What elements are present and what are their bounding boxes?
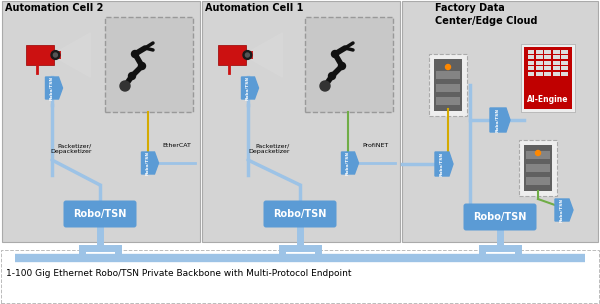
Text: ProfiNET: ProfiNET: [362, 143, 388, 148]
Bar: [436, 97, 460, 105]
Bar: [1, 250, 599, 303]
Bar: [246, 50, 253, 59]
Bar: [544, 66, 551, 70]
Bar: [544, 50, 551, 54]
Bar: [536, 66, 543, 70]
Circle shape: [329, 72, 335, 80]
Bar: [105, 17, 193, 112]
Bar: [526, 164, 550, 172]
Bar: [434, 59, 462, 111]
Bar: [527, 61, 535, 65]
Circle shape: [139, 63, 146, 70]
Bar: [536, 72, 543, 75]
Text: Robo/TSN: Robo/TSN: [73, 209, 127, 219]
Bar: [553, 72, 560, 75]
Polygon shape: [241, 77, 259, 99]
Bar: [519, 140, 557, 196]
Polygon shape: [341, 152, 359, 174]
Bar: [521, 44, 575, 112]
Text: Robo/TSN: Robo/TSN: [246, 76, 250, 100]
FancyBboxPatch shape: [464, 203, 536, 230]
Text: Robo/TSN: Robo/TSN: [440, 152, 444, 176]
Bar: [218, 45, 246, 65]
Bar: [544, 55, 551, 59]
Text: EtherCAT: EtherCAT: [162, 143, 191, 148]
Bar: [402, 1, 598, 242]
Circle shape: [51, 50, 60, 59]
Text: Robo/TSN: Robo/TSN: [50, 76, 54, 100]
FancyBboxPatch shape: [263, 201, 337, 227]
Bar: [526, 151, 550, 159]
Bar: [553, 55, 560, 59]
Bar: [202, 1, 400, 242]
Text: Robo/TSN: Robo/TSN: [496, 108, 500, 132]
Bar: [2, 1, 200, 242]
Bar: [536, 61, 543, 65]
Text: Packetizer/
Depacketizer: Packetizer/ Depacketizer: [248, 143, 290, 154]
Circle shape: [338, 63, 346, 70]
Text: 1-100 Gig Ethernet Robo/TSN Private Backbone with Multi-Protocol Endpoint: 1-100 Gig Ethernet Robo/TSN Private Back…: [6, 270, 352, 278]
Text: Robo/TSN: Robo/TSN: [473, 212, 527, 222]
Circle shape: [320, 81, 330, 91]
Bar: [561, 61, 568, 65]
Polygon shape: [51, 33, 91, 77]
Bar: [536, 50, 543, 54]
Bar: [436, 84, 460, 92]
Bar: [26, 45, 54, 65]
Text: Packetizer/
Depacketizer: Packetizer/ Depacketizer: [50, 143, 92, 154]
Bar: [524, 47, 572, 109]
Text: Robo/TSN: Robo/TSN: [146, 151, 150, 175]
Bar: [527, 50, 535, 54]
Polygon shape: [435, 152, 453, 176]
Text: Factory Data
Center/Edge Cloud: Factory Data Center/Edge Cloud: [435, 3, 538, 26]
FancyBboxPatch shape: [64, 201, 137, 227]
Bar: [527, 55, 535, 59]
Circle shape: [120, 81, 130, 91]
Bar: [561, 50, 568, 54]
Bar: [436, 71, 460, 79]
Bar: [524, 145, 552, 191]
Text: Automation Cell 1: Automation Cell 1: [205, 3, 304, 13]
Bar: [429, 54, 467, 116]
Bar: [553, 66, 560, 70]
Bar: [553, 50, 560, 54]
Bar: [544, 72, 551, 75]
Circle shape: [128, 72, 136, 80]
Circle shape: [445, 64, 451, 70]
Bar: [536, 55, 543, 59]
Text: Robo/TSN: Robo/TSN: [274, 209, 326, 219]
Bar: [305, 17, 393, 112]
Text: AI-Engine: AI-Engine: [527, 95, 569, 103]
Bar: [527, 72, 535, 75]
Polygon shape: [46, 77, 62, 99]
Text: Robo/TSN: Robo/TSN: [346, 151, 350, 175]
Bar: [561, 66, 568, 70]
Bar: [561, 72, 568, 75]
Bar: [526, 177, 550, 185]
Circle shape: [131, 50, 139, 57]
Circle shape: [331, 50, 338, 57]
Circle shape: [243, 50, 252, 59]
Polygon shape: [490, 108, 510, 132]
Polygon shape: [142, 152, 158, 174]
Text: Robo/TSN: Robo/TSN: [560, 198, 564, 222]
Bar: [544, 61, 551, 65]
Circle shape: [536, 150, 541, 156]
Polygon shape: [243, 33, 283, 77]
Circle shape: [245, 53, 250, 57]
Polygon shape: [555, 199, 573, 221]
Bar: [527, 66, 535, 70]
Bar: [0, 242, 600, 304]
Text: Automation Cell 2: Automation Cell 2: [5, 3, 103, 13]
Bar: [553, 61, 560, 65]
Bar: [54, 50, 61, 59]
Bar: [561, 55, 568, 59]
Circle shape: [53, 53, 58, 57]
